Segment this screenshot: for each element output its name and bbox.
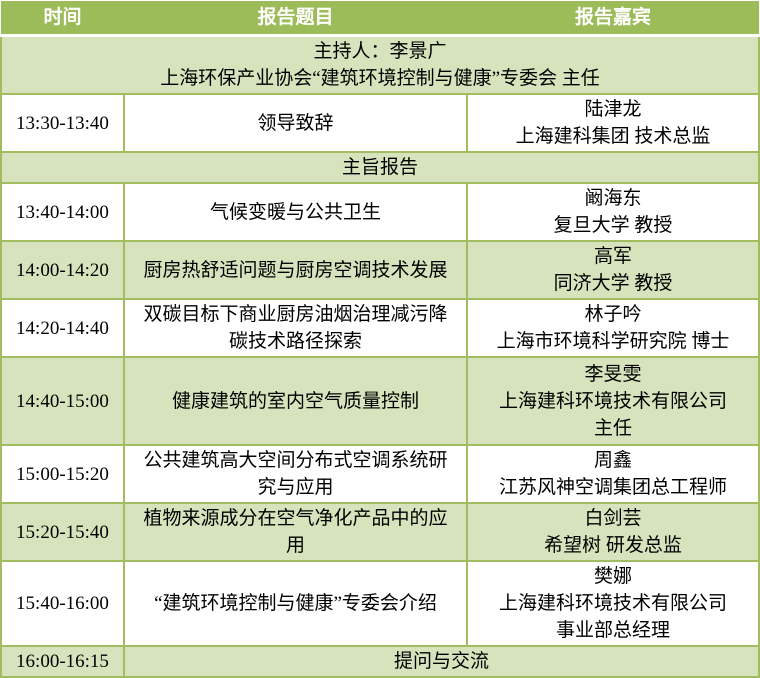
time-cell: 15:40-16:00 xyxy=(0,560,125,647)
session-row: 14:00-14:20 厨房热舒适问题与厨房空调技术发展 高军 同济大学 教授 xyxy=(0,240,760,300)
session-row: 15:00-15:20 公共建筑高大空间分布式空调系统研究与应用 周鑫 江苏风神… xyxy=(0,444,760,504)
time-cell: 14:40-15:00 xyxy=(0,356,125,446)
session-row: 14:20-14:40 双碳目标下商业厨房油烟治理减污降碳技术路径探索 林子吟 … xyxy=(0,298,760,358)
header-cell-time: 时间 xyxy=(1,1,124,37)
guest-cell: 樊娜 上海建科环境技术有限公司 事业部总经理 xyxy=(466,560,760,647)
guest-cell: 陆津龙 上海建科集团 技术总监 xyxy=(466,93,760,153)
guest-cell: 周鑫 江苏风神空调集团总工程师 xyxy=(466,444,760,504)
qa-cell: 提问与交流 xyxy=(123,645,760,678)
guest-cell: 阚海东 复旦大学 教授 xyxy=(466,182,760,242)
title-cell: 健康建筑的室内空气质量控制 xyxy=(123,356,468,446)
guest-cell: 李旻雯 上海建科环境技术有限公司 主任 xyxy=(466,356,760,446)
session-row: 13:30-13:40 领导致辞 陆津龙 上海建科集团 技术总监 xyxy=(0,93,760,153)
time-cell: 15:20-15:40 xyxy=(0,502,125,562)
time-cell: 16:00-16:15 xyxy=(0,645,125,678)
time-cell: 14:00-14:20 xyxy=(0,240,125,300)
session-row: 14:40-15:00 健康建筑的室内空气质量控制 李旻雯 上海建科环境技术有限… xyxy=(0,356,760,446)
title-cell: 领导致辞 xyxy=(123,93,468,153)
session-row: 13:40-14:00 气候变暖与公共卫生 阚海东 复旦大学 教授 xyxy=(0,182,760,242)
time-cell: 13:40-14:00 xyxy=(0,182,125,242)
title-cell: 双碳目标下商业厨房油烟治理减污降碳技术路径探索 xyxy=(123,298,468,358)
section-band: 主旨报告 xyxy=(0,151,760,184)
section-band-row: 主旨报告 xyxy=(0,151,760,184)
session-row: 15:40-16:00 “建筑环境控制与健康”专委会介绍 樊娜 上海建科环境技术… xyxy=(0,560,760,647)
time-cell: 13:30-13:40 xyxy=(0,93,125,153)
guest-cell: 高军 同济大学 教授 xyxy=(466,240,760,300)
title-cell: 植物来源成分在空气净化产品中的应用 xyxy=(123,502,468,562)
host-row: 主持人：李景广 上海环保产业协会“建筑环境控制与健康”专委会 主任 xyxy=(0,34,760,95)
qa-row: 16:00-16:15 提问与交流 xyxy=(0,645,760,678)
header-cell-guest: 报告嘉宾 xyxy=(467,1,759,37)
session-row: 15:20-15:40 植物来源成分在空气净化产品中的应用 白剑芸 希望树 研发… xyxy=(0,502,760,562)
title-cell: 公共建筑高大空间分布式空调系统研究与应用 xyxy=(123,444,468,504)
title-cell: “建筑环境控制与健康”专委会介绍 xyxy=(123,560,468,647)
time-cell: 15:00-15:20 xyxy=(0,444,125,504)
time-cell: 14:20-14:40 xyxy=(0,298,125,358)
header-row: 时间 报告题目 报告嘉宾 xyxy=(1,1,759,37)
guest-cell: 林子吟 上海市环境科学研究院 博士 xyxy=(466,298,760,358)
title-cell: 厨房热舒适问题与厨房空调技术发展 xyxy=(123,240,468,300)
header-cell-title: 报告题目 xyxy=(124,1,467,37)
guest-cell: 白剑芸 希望树 研发总监 xyxy=(466,502,760,562)
host-info: 主持人：李景广 上海环保产业协会“建筑环境控制与健康”专委会 主任 xyxy=(0,34,760,95)
title-cell: 气候变暖与公共卫生 xyxy=(123,182,468,242)
